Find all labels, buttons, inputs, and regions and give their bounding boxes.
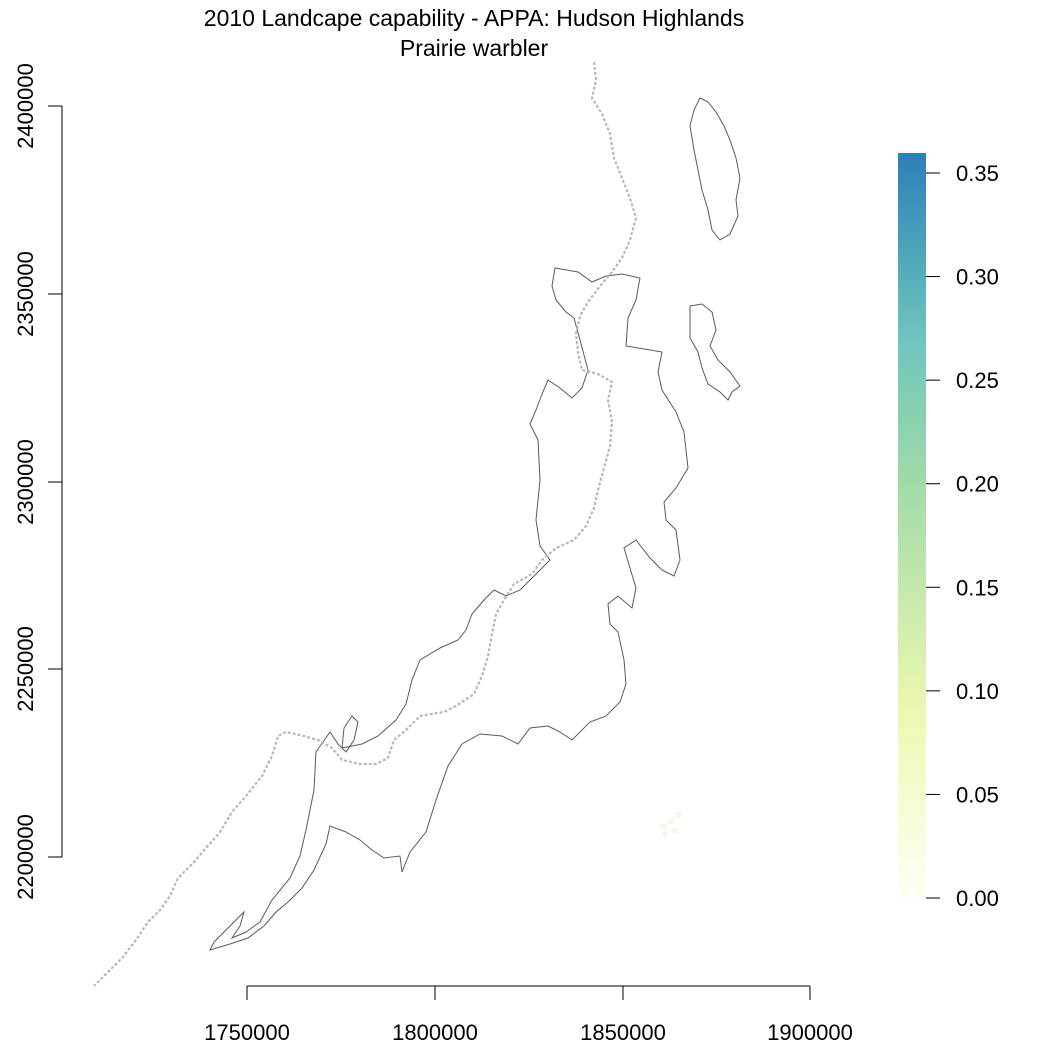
x-tick-label: 1900000 bbox=[767, 1020, 853, 1045]
appalachian-trail-line bbox=[93, 61, 638, 987]
east-island-boundary bbox=[689, 303, 741, 401]
main-corridor-boundary bbox=[209, 267, 689, 951]
y-axis: 2200000 2250000 2300000 2350000 2400000 bbox=[13, 63, 63, 900]
x-axis: 1750000 1800000 1850000 1900000 bbox=[204, 985, 853, 1045]
legend-tick-label: 0.05 bbox=[956, 782, 999, 807]
legend-colorbar: 0.00 0.05 0.10 0.15 0.20 0.25 0.30 0.35 bbox=[898, 153, 999, 911]
y-tick-label: 2250000 bbox=[13, 626, 38, 712]
x-tick-label: 1800000 bbox=[392, 1020, 478, 1045]
legend-tick-label: 0.25 bbox=[956, 368, 999, 393]
x-tick-label: 1750000 bbox=[204, 1020, 290, 1045]
map-title: 2010 Landcape capability - APPA: Hudson … bbox=[204, 5, 744, 31]
legend-tick-label: 0.10 bbox=[956, 679, 999, 704]
legend-ticks: 0.00 0.05 0.10 0.15 0.20 0.25 0.30 0.35 bbox=[926, 161, 999, 911]
legend-tick-label: 0.00 bbox=[956, 886, 999, 911]
legend-tick-label: 0.15 bbox=[956, 575, 999, 600]
map-area bbox=[93, 61, 741, 987]
north-island-boundary bbox=[689, 97, 741, 241]
legend-tick-label: 0.20 bbox=[956, 472, 999, 497]
legend-gradient-bar bbox=[898, 153, 926, 898]
y-tick-label: 2350000 bbox=[13, 251, 38, 337]
y-tick-label: 2200000 bbox=[13, 814, 38, 900]
legend-tick-label: 0.30 bbox=[956, 265, 999, 290]
faint-raster-patch bbox=[660, 812, 681, 837]
y-tick-label: 2400000 bbox=[13, 63, 38, 149]
y-tick-label: 2300000 bbox=[13, 439, 38, 525]
map-subtitle: Prairie warbler bbox=[400, 35, 549, 61]
x-tick-label: 1850000 bbox=[580, 1020, 666, 1045]
legend-tick-label: 0.35 bbox=[956, 161, 999, 186]
